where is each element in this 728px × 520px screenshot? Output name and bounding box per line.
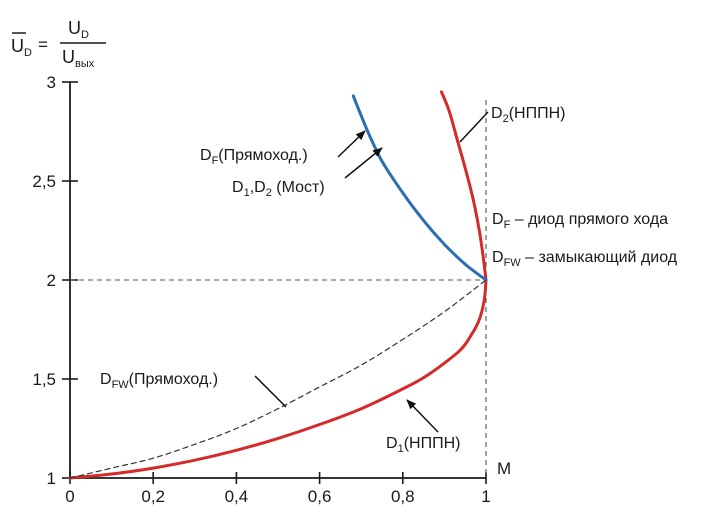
y-label-lhs-sub: D	[24, 47, 32, 59]
y-label-denominator: U	[62, 47, 75, 67]
annotation-label: D1,D2 (Мост)	[232, 179, 325, 199]
series-line-dashed	[69, 279, 487, 479]
y-axis-label: U D = U D U вых	[11, 18, 106, 70]
y-label-lhs: U	[11, 36, 24, 56]
annotation-leader	[459, 111, 489, 143]
annotation-label: D1(НППН)	[386, 435, 460, 455]
annotation-d1d2-most: D1,D2 (Мост)	[232, 147, 383, 199]
x-axis-title: M	[497, 459, 511, 478]
annotation-d2-nppn: D2(НППН)	[459, 105, 565, 143]
annotation-label: D2(НППН)	[491, 105, 565, 125]
annotation-arrow	[344, 147, 383, 179]
y-tick-label: 1	[47, 469, 56, 488]
annotation-leader	[254, 375, 287, 408]
x-tick-label: 0,2	[141, 487, 165, 506]
legend-dfw-label: DFW – замыкающий диод	[492, 249, 678, 269]
y-tick-label: 3	[47, 73, 56, 92]
x-tick-label: 0,8	[391, 487, 415, 506]
y-tick-label: 2	[47, 271, 56, 290]
y-tick-label: 2,5	[32, 172, 56, 191]
annotation-df-pryamokhod: DF(Прямоход.)	[200, 130, 366, 167]
annotation-arrow	[337, 130, 366, 158]
legend-df: DF – диод прямого хода	[492, 211, 668, 231]
x-tick-label: 1	[481, 487, 490, 506]
x-tick-label: 0,4	[225, 487, 249, 506]
y-label-numerator-sub: D	[81, 29, 89, 41]
x-tick-label: 0	[65, 487, 74, 506]
x-tick-label: 0,6	[308, 487, 332, 506]
annotation-d1-nppn: D1(НППН)	[386, 399, 460, 455]
series-line-red-upper	[440, 90, 488, 282]
legend-dfw: DFW – замыкающий диод	[492, 249, 678, 269]
annotation-label: DFW(Прямоход.)	[100, 371, 218, 391]
legend-df-label: DF – диод прямого хода	[492, 211, 668, 231]
y-label-numerator: U	[68, 18, 81, 38]
annotation-arrow	[406, 399, 439, 433]
y-label-denominator-sub: вых	[75, 58, 95, 70]
y-tick-label: 1,5	[32, 370, 56, 389]
annotation-dfw-pryamokhod: DFW(Прямоход.)	[100, 371, 287, 408]
series-line-blue	[351, 94, 488, 282]
equals-sign: =	[38, 35, 48, 54]
series-line-red-lower	[68, 278, 488, 480]
annotation-label: DF(Прямоход.)	[200, 147, 308, 167]
